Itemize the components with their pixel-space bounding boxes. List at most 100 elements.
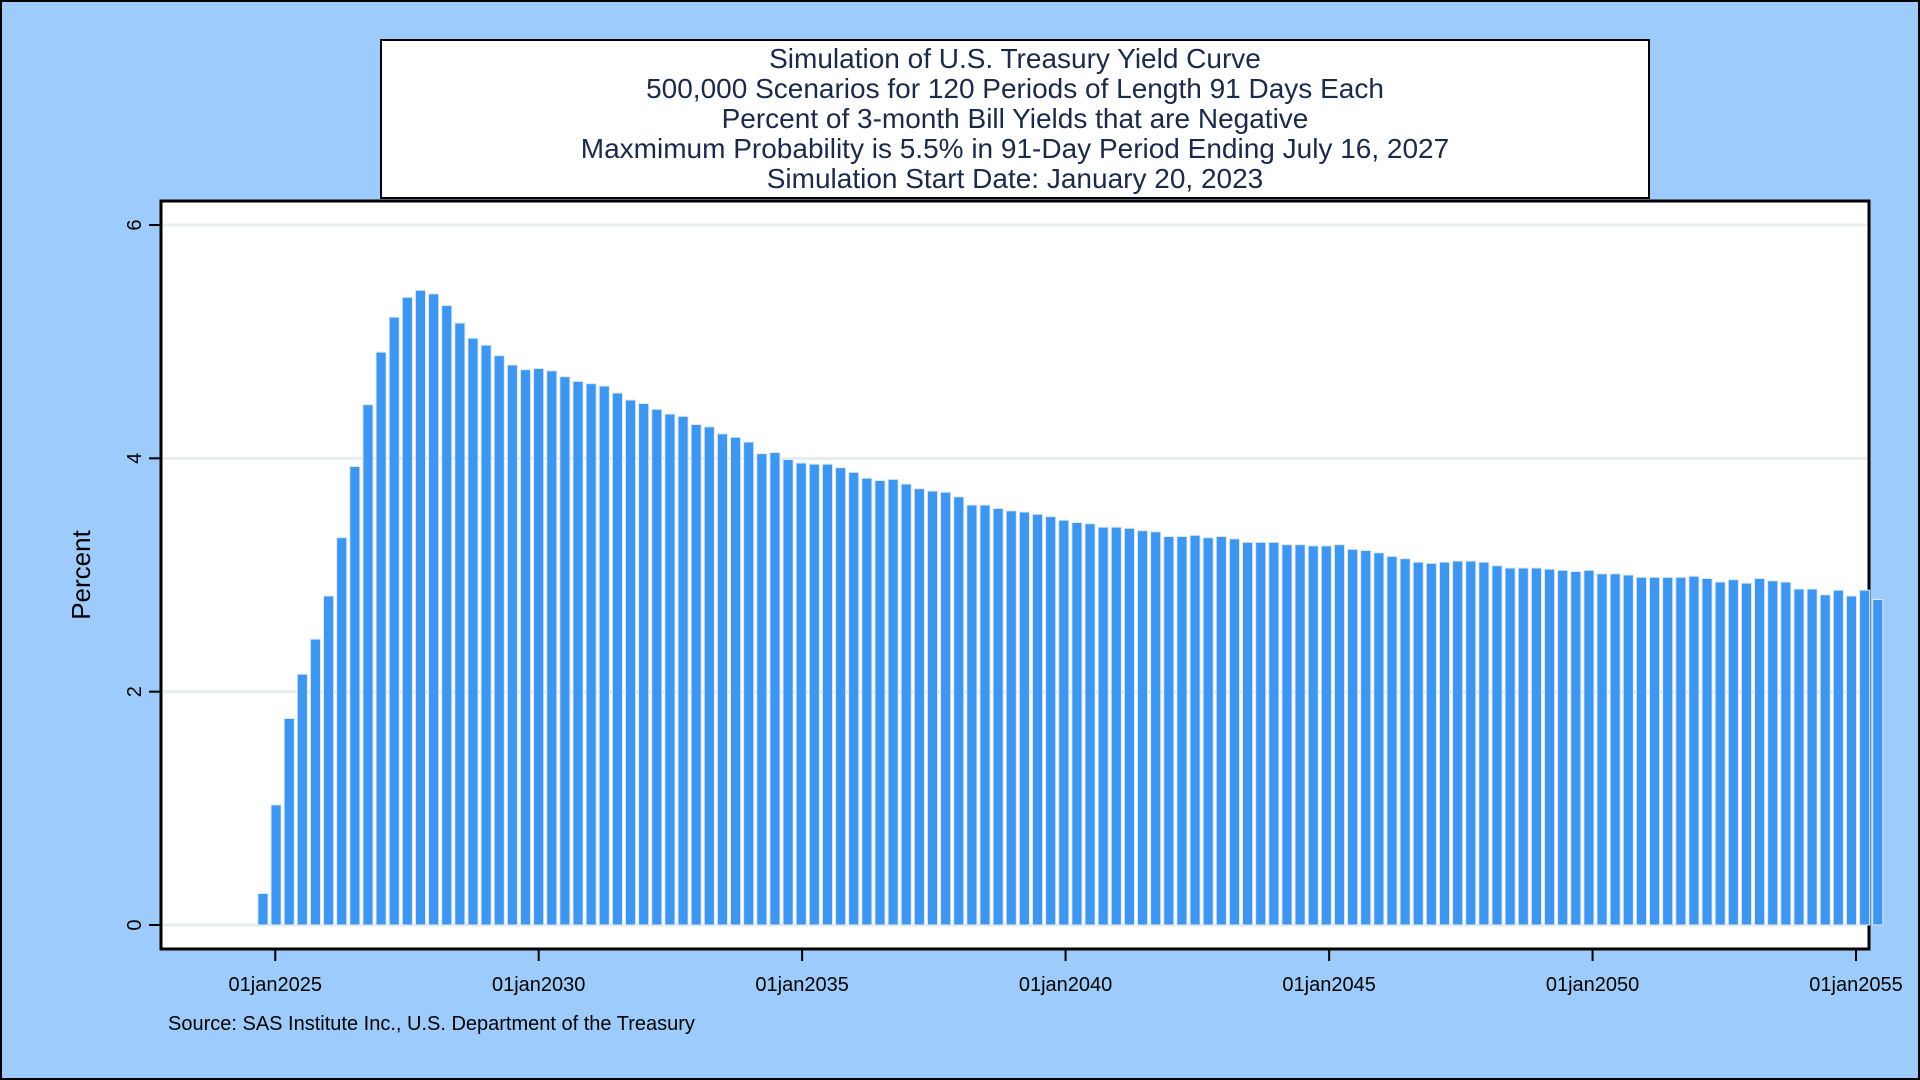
bar — [296, 673, 308, 926]
bar — [953, 496, 965, 926]
bar — [1045, 516, 1057, 926]
bar — [1478, 561, 1490, 926]
bar — [1425, 562, 1437, 926]
bar — [690, 424, 702, 926]
bar — [664, 413, 676, 926]
bar — [1307, 545, 1319, 926]
bar — [1845, 595, 1858, 926]
bar — [1543, 568, 1556, 926]
bar — [546, 370, 558, 926]
bar — [362, 404, 374, 926]
bar — [1727, 579, 1739, 926]
bar — [1832, 589, 1844, 926]
title-line-3: Percent of 3-month Bill Yields that are … — [722, 103, 1309, 134]
bar — [1517, 567, 1529, 926]
bar — [887, 478, 899, 926]
bars — [257, 289, 1884, 926]
bar — [480, 344, 492, 926]
bar — [795, 462, 807, 926]
bar — [1386, 555, 1398, 926]
bar — [1018, 511, 1030, 926]
y-axis-label: Percent — [66, 529, 96, 619]
bar — [1583, 569, 1595, 926]
bar — [1806, 588, 1818, 926]
bar — [1163, 536, 1175, 926]
bar — [1110, 526, 1122, 926]
bar — [1150, 531, 1162, 926]
bar — [493, 355, 505, 926]
bar — [1675, 576, 1687, 926]
title-box — [380, 39, 1650, 199]
bar — [1714, 581, 1726, 926]
bar — [309, 638, 322, 926]
x-tick-label: 01jan2025 — [229, 974, 322, 996]
bar — [1530, 567, 1542, 926]
bar — [703, 426, 715, 926]
bar — [1688, 575, 1700, 926]
bar — [1242, 541, 1254, 926]
bar — [336, 537, 348, 926]
bar — [782, 459, 794, 926]
bar — [677, 415, 689, 926]
y-tick-label: 6 — [124, 219, 146, 230]
bar — [1373, 552, 1385, 926]
bar — [1819, 594, 1831, 926]
bar — [1767, 580, 1779, 926]
bar — [1465, 560, 1477, 926]
bar — [848, 471, 860, 926]
bar — [874, 480, 886, 926]
y-tick-label: 2 — [124, 686, 146, 697]
x-tick-label: 01jan2055 — [1809, 974, 1902, 996]
bar — [821, 463, 834, 926]
bar — [349, 466, 361, 926]
x-tick-label: 01jan2035 — [755, 974, 848, 996]
title-line-2: 500,000 Scenarios for 120 Periods of Len… — [646, 73, 1384, 104]
bar — [1228, 538, 1241, 926]
bar — [1662, 576, 1674, 926]
bar — [861, 477, 873, 926]
bar — [1570, 571, 1582, 926]
bar — [624, 399, 637, 926]
bar — [1281, 544, 1293, 926]
bar — [940, 491, 952, 926]
bar — [1452, 560, 1464, 926]
bar — [585, 383, 597, 926]
bar — [598, 385, 610, 926]
bar — [966, 504, 978, 926]
bar — [1793, 588, 1805, 926]
bar — [1872, 599, 1884, 926]
bar — [808, 463, 820, 926]
bar — [651, 408, 663, 926]
bar — [979, 504, 991, 926]
bar — [611, 392, 623, 926]
title-line-1: Simulation of U.S. Treasury Yield Curve — [769, 43, 1261, 74]
bar — [388, 316, 400, 926]
bar — [1176, 536, 1188, 926]
bar — [1622, 574, 1634, 926]
bar — [1701, 578, 1713, 926]
x-tick-label: 01jan2050 — [1546, 974, 1639, 996]
bar — [900, 483, 912, 926]
bar — [257, 893, 269, 926]
bar — [572, 380, 584, 926]
x-axis: 01jan2025 01jan2030 01jan2035 01jan2040 01ja… — [161, 947, 1903, 996]
bar — [375, 351, 387, 926]
bar — [1123, 527, 1135, 926]
bar — [428, 293, 440, 926]
bar — [1347, 548, 1359, 926]
bar — [743, 441, 755, 926]
x-tick-label: 01jan2040 — [1019, 974, 1112, 996]
bar — [1780, 581, 1792, 926]
bar — [1097, 526, 1109, 926]
bar — [323, 595, 335, 926]
bar — [769, 452, 781, 926]
bar — [730, 436, 742, 926]
bar — [1333, 544, 1346, 926]
bar — [1031, 513, 1044, 926]
bar — [1084, 523, 1096, 926]
bar — [1596, 573, 1608, 926]
bar — [992, 508, 1004, 926]
source-note: Source: SAS Institute Inc., U.S. Departm… — [168, 1013, 695, 1035]
bar — [1215, 536, 1227, 926]
bar — [559, 376, 571, 926]
